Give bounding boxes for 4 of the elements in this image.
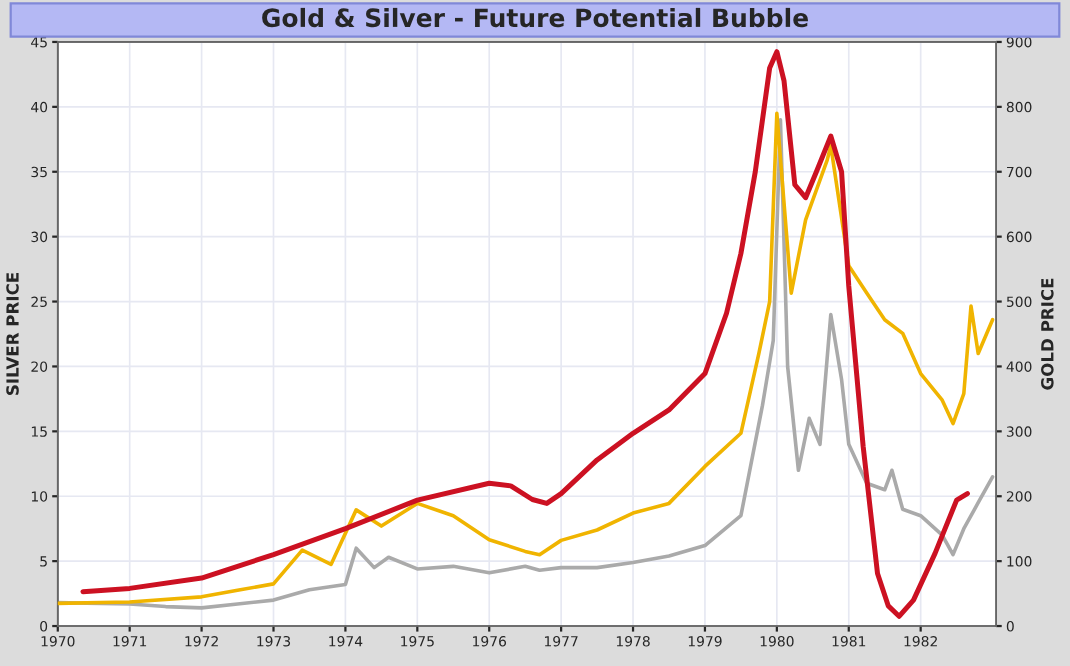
y-axis-title: SILVER PRICE (6, 273, 19, 395)
y2-axis-title: GOLD PRICE (1041, 278, 1054, 390)
chart-title: Gold & Silver - Future Potential Bubble (262, 7, 808, 28)
line-series (80, 49, 970, 619)
